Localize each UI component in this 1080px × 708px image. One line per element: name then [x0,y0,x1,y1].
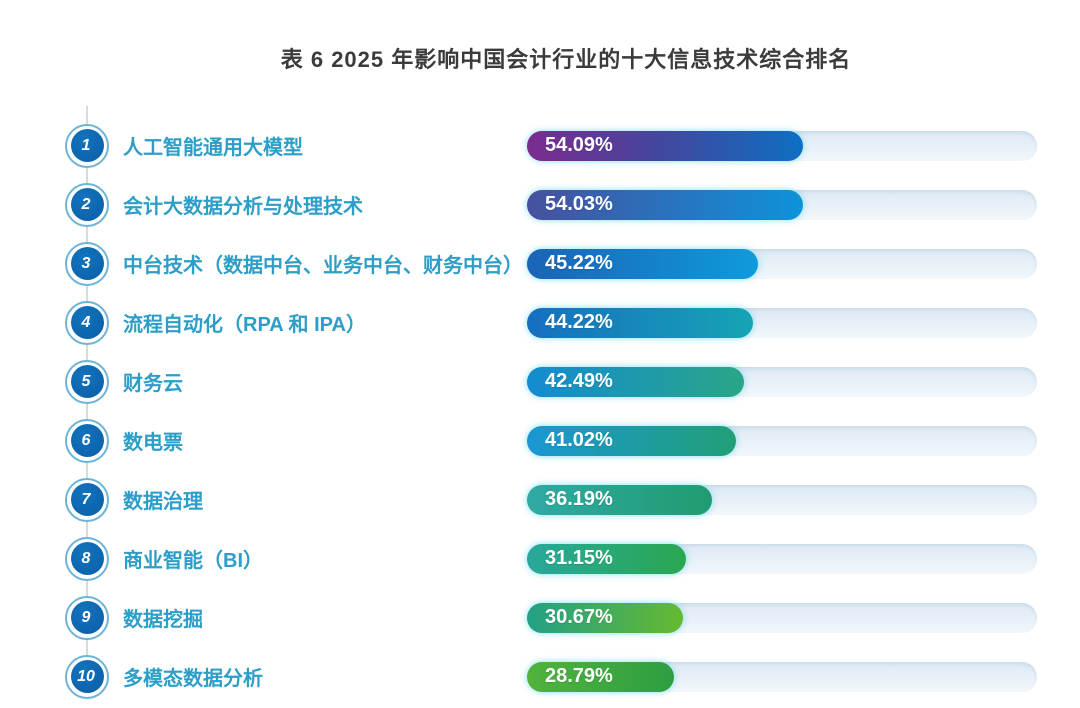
bar-fill: 44.22% [527,307,753,338]
rank-badge: 4 [65,300,109,345]
ranking-row: 3 中台技术（数据中台、业务中台、财务中台） 45.22% [0,234,1080,293]
row-label: 财务云 [123,373,183,395]
bar-value: 31.15% [545,547,613,569]
rank-number: 5 [70,365,104,398]
ranking-row: 5 财务云 42.49% [0,352,1080,411]
bar-value: 45.22% [545,252,613,274]
rank-number: 10 [70,660,104,693]
bar-value: 44.22% [545,311,613,333]
rank-badge: 3 [65,241,109,286]
rank-badge: 9 [65,595,109,640]
page-title: 表 6 2025 年影响中国会计行业的十大信息技术综合排名 [280,47,852,72]
bar-fill: 42.49% [527,366,744,397]
rank-badge: 2 [65,182,109,227]
bar-track: 44.22% [527,307,1037,338]
rank-badge: 7 [65,477,109,522]
rank-badge: 6 [65,418,109,463]
bar-fill: 36.19% [527,484,712,515]
rank-number: 3 [70,247,104,280]
ranking-row: 10 多模态数据分析 28.79% [0,647,1080,706]
rank-number: 8 [70,542,104,575]
bar-fill: 31.15% [527,543,686,574]
ranking-row: 2 会计大数据分析与处理技术 54.03% [0,175,1080,234]
bar-fill: 30.67% [527,602,684,633]
row-label: 中台技术（数据中台、业务中台、财务中台） [123,255,523,277]
row-label: 人工智能通用大模型 [123,137,303,159]
rank-badge: 5 [65,359,109,404]
bar-value: 36.19% [545,488,613,510]
bar-fill: 41.02% [527,425,737,456]
bar-track: 54.09% [527,130,1037,161]
bar-track: 28.79% [527,661,1037,692]
ranking-row: 8 商业智能（BI） 31.15% [0,529,1080,588]
bar-value: 30.67% [545,606,613,628]
ranking-row: 7 数据治理 36.19% [0,470,1080,529]
bar-track: 42.49% [527,366,1037,397]
rank-number: 6 [70,424,104,457]
rank-number: 2 [70,188,104,221]
bar-fill: 45.22% [527,248,758,279]
bar-track: 30.67% [527,602,1037,633]
rank-badge: 8 [65,536,109,581]
ranking-list: 1 人工智能通用大模型 54.09% 2 会计大数据分析与处理技术 54.03%… [0,116,1080,706]
bar-value: 54.09% [545,134,613,156]
bar-fill: 28.79% [527,661,674,692]
rank-badge: 10 [65,654,109,699]
bar-track: 31.15% [527,543,1037,574]
bar-track: 54.03% [527,189,1037,220]
bar-track: 45.22% [527,248,1037,279]
row-label: 数据治理 [123,491,203,513]
rank-number: 4 [70,306,104,339]
rank-number: 1 [70,129,104,162]
bar-value: 54.03% [545,193,613,215]
row-label: 多模态数据分析 [123,668,263,690]
bar-fill: 54.09% [527,130,803,161]
bar-fill: 54.03% [527,189,803,220]
bar-value: 42.49% [545,370,613,392]
bar-track: 36.19% [527,484,1037,515]
bar-value: 41.02% [545,429,613,451]
row-label: 数电票 [123,432,183,454]
ranking-row: 1 人工智能通用大模型 54.09% [0,116,1080,175]
ranking-row: 4 流程自动化（RPA 和 IPA） 44.22% [0,293,1080,352]
row-label: 会计大数据分析与处理技术 [123,196,363,218]
row-label: 数据挖掘 [123,609,203,631]
rank-badge: 1 [65,123,109,168]
ranking-row: 9 数据挖掘 30.67% [0,588,1080,647]
rank-number: 9 [70,601,104,634]
ranking-row: 6 数电票 41.02% [0,411,1080,470]
bar-value: 28.79% [545,665,613,687]
bar-track: 41.02% [527,425,1037,456]
rank-number: 7 [70,483,104,516]
row-label: 流程自动化（RPA 和 IPA） [123,314,366,336]
row-label: 商业智能（BI） [123,550,263,572]
